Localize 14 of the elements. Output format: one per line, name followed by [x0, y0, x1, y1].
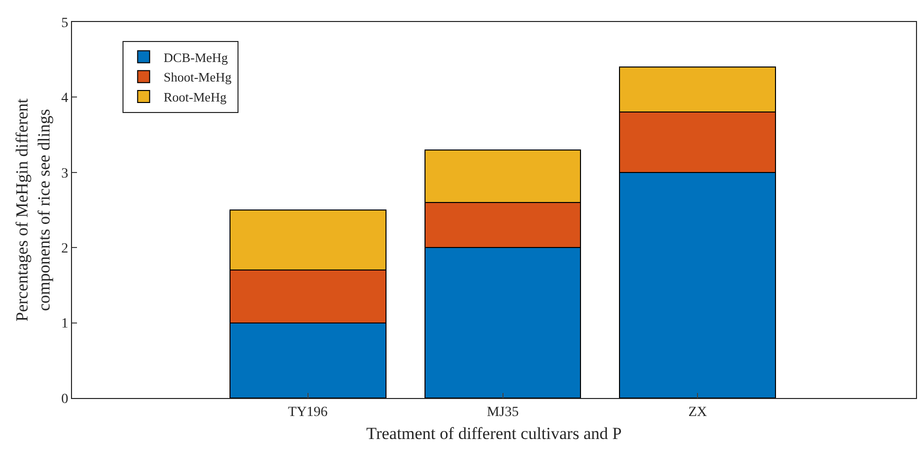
- y-tick-label: 0: [61, 392, 68, 407]
- y-tick-label: 4: [61, 91, 68, 106]
- y-tick-label: 1: [61, 316, 68, 332]
- y-axis-title: Percentages of MeHgin different components of rice see dlings: [12, 98, 54, 322]
- x-axis-title: Treatment of different cultivars and P: [366, 424, 622, 444]
- y-tick-label: 2: [61, 242, 68, 256]
- legend-label: DCB-MeHg: [164, 50, 228, 65]
- x-tick-label: TY196: [288, 404, 328, 420]
- legend-label: Shoot-MeHg: [164, 70, 232, 85]
- x-tick-label: ZX: [688, 404, 708, 420]
- y-tick-label: 5: [61, 16, 68, 31]
- legend-label: Root-MeHg: [164, 90, 227, 105]
- x-tick-label: MJ35: [486, 404, 519, 420]
- y-tick-label: 3: [61, 166, 68, 182]
